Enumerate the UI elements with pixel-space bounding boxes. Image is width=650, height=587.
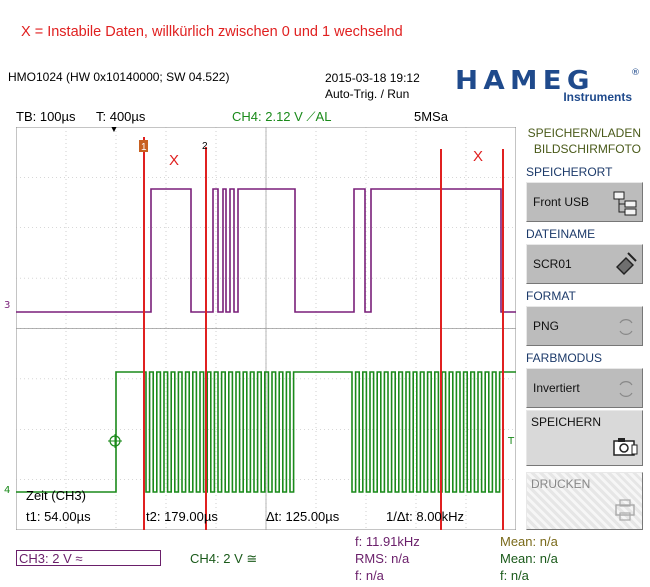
mean-2: Mean: n/a [500, 551, 558, 566]
logo-word: HAMEG [455, 66, 595, 96]
measurement-source: Zeit (CH3) [26, 488, 86, 503]
bottom-info: CH3: 2 V ≈ CH4: 2 V ≅ f: 11.91kHz RMS: n… [0, 532, 650, 587]
frequency-2: f: n/a [355, 568, 384, 583]
frequency-3: f: n/a [500, 568, 529, 583]
storage-location-button[interactable]: Front USB [526, 182, 643, 222]
cursor-2-marker: 2 [202, 141, 208, 152]
ch3-setting-box[interactable] [16, 550, 161, 566]
format-label: FORMAT [526, 289, 576, 303]
format-value: PNG [533, 319, 560, 333]
timebase[interactable]: TB: 100µs [16, 109, 76, 124]
cursor-dt: Δt: 125.00µs [266, 509, 340, 524]
ch3-level-marker: 3 [4, 300, 11, 311]
color-mode-value: Invertiert [533, 381, 580, 395]
ch4-setting[interactable]: CH4: 2 V ≅ [190, 551, 258, 566]
scope-display[interactable]: 1 2 X X ▼ [16, 127, 516, 530]
color-mode-label: FARBMODUS [526, 351, 603, 365]
format-button[interactable]: PNG [526, 306, 643, 346]
print-button[interactable]: DRUCKEN [526, 472, 643, 530]
cursor-inv-dt: 1/Δt: 8.00kHz [386, 509, 465, 524]
cursor-1-marker: 1 [141, 142, 147, 153]
cursor-1-marker-bg [139, 140, 148, 152]
scope-grid [16, 127, 516, 530]
measurement-bar: Zeit (CH3) t1: 54.00µs t2: 179.00µs Δt: … [16, 488, 516, 528]
filename-label: DATEINAME [526, 227, 596, 241]
camera-icon [613, 438, 638, 456]
status-bar: TB: 100µs T: 400µs CH4: 2.12 V ⟋AL 5MSa [0, 108, 520, 126]
x-mark-right: X [473, 148, 483, 165]
storage-location-value: Front USB [533, 195, 590, 209]
filename-button[interactable]: SCR01 [526, 244, 643, 284]
ch3-waveform [16, 188, 516, 313]
mean-1: Mean: n/a [500, 534, 558, 549]
rotary-knob-icon [619, 319, 633, 335]
hameg-logo: HAMEG ® Instruments [455, 66, 640, 106]
menu-title-2: BILDSCHIRMFOTO [533, 142, 641, 156]
logo-registered: ® [631, 68, 640, 78]
rotary-knob-icon [619, 381, 633, 397]
folder-tree-icon [613, 191, 637, 216]
ch4-level-marker: 4 [4, 485, 11, 496]
datetime-block: 2015-03-18 19:12 Auto-Trig. / Run [325, 70, 420, 102]
sample-rate: 5MSa [414, 109, 448, 124]
device-info: HMO1024 (HW 0x10140000; SW 04.522) [8, 70, 230, 84]
x-mark-left: X [169, 152, 179, 169]
ch3-setting[interactable]: CH3: 2 V ≈ [19, 551, 83, 566]
ch3-trace [16, 188, 516, 313]
color-mode-button[interactable]: Invertiert [526, 368, 643, 408]
filename-value: SCR01 [533, 257, 572, 271]
trigger-mode: Auto-Trig. / Run [325, 87, 410, 101]
logo-subtitle: Instruments [563, 90, 632, 104]
ch4-waveform [16, 371, 516, 493]
keyboard-edit-icon [616, 252, 637, 275]
trigger-level-marker: T [508, 436, 515, 447]
ch3-frequency: f: 11.91kHz [355, 534, 420, 549]
ch4-trace [16, 371, 516, 493]
save-label: SPEICHERN [531, 415, 602, 429]
print-label: DRUCKEN [531, 477, 591, 491]
ch4-trigger[interactable]: CH4: 2.12 V ⟋AL [232, 109, 332, 124]
annotation-text: X = Instabile Daten, willkürlich zwische… [21, 24, 403, 40]
save-button[interactable]: SPEICHERN [526, 410, 643, 466]
cursor-t2: t2: 179.00µs [146, 509, 218, 524]
cursor-t1: t1: 54.00µs [26, 509, 91, 524]
trigger-time[interactable]: T: 400µs [96, 109, 146, 124]
softkey-menu: SPEICHERN/LADEN BILDSCHIRMFOTO SPEICHERO… [524, 124, 645, 534]
rms-value: RMS: n/a [355, 551, 410, 566]
menu-title-1: SPEICHERN/LADEN [527, 126, 641, 140]
printer-icon [615, 499, 635, 521]
trigger-pos-marker: ▼ [111, 127, 118, 134]
date-time: 2015-03-18 19:12 [325, 71, 420, 85]
storage-location-label: SPEICHERORT [526, 165, 613, 179]
